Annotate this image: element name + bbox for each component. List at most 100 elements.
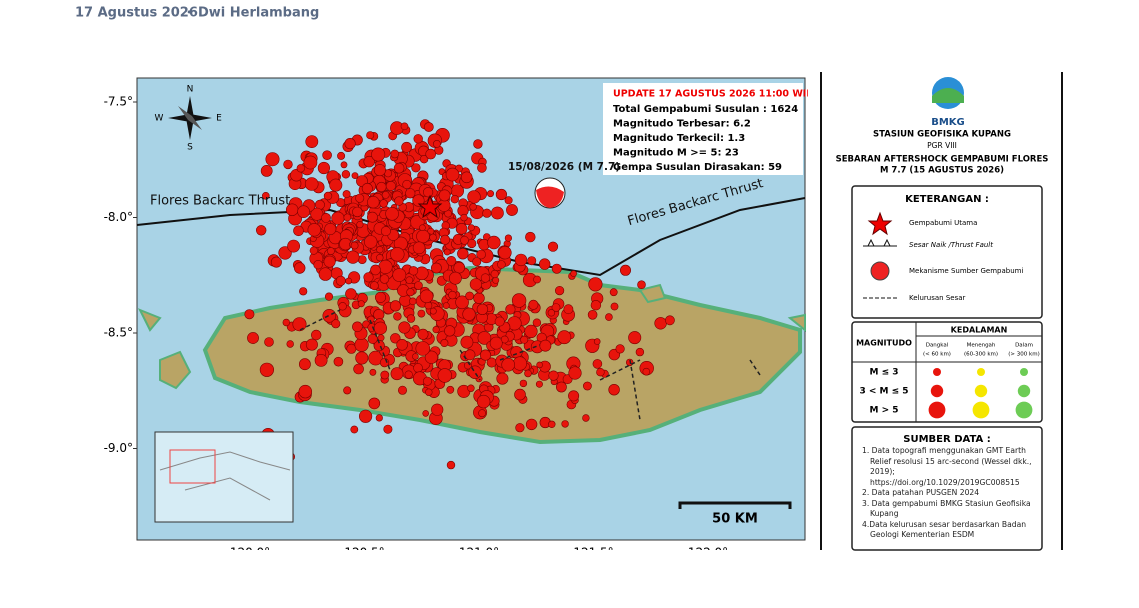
depth-range: (> 300 km) xyxy=(1008,352,1039,358)
lat-label: -9.0° xyxy=(104,441,133,455)
aftershock xyxy=(547,241,559,252)
aftershock xyxy=(525,231,536,243)
small-islands xyxy=(137,283,806,390)
aftershock xyxy=(314,353,328,367)
aftershock xyxy=(369,281,379,291)
aftershock xyxy=(423,122,434,132)
aftershock xyxy=(413,134,423,144)
aftershock xyxy=(609,288,618,297)
aftershock xyxy=(419,289,434,304)
aftershock xyxy=(430,262,442,274)
sources-list: 1. Data topografi menggunakan GMT Earth … xyxy=(862,446,1040,541)
lat-label: -8.0° xyxy=(104,210,133,224)
beachball-fill xyxy=(536,186,564,208)
aftershock xyxy=(356,221,364,229)
aftershock xyxy=(412,241,426,255)
aftershock xyxy=(337,151,346,160)
aftershock xyxy=(363,272,374,283)
aftershock xyxy=(383,424,393,434)
aftershock xyxy=(635,347,645,357)
aftershock xyxy=(321,212,331,223)
mag-symbol xyxy=(1020,368,1028,376)
aftershock xyxy=(556,381,567,393)
aftershock xyxy=(286,340,294,348)
aftershock xyxy=(406,288,415,297)
aftershock xyxy=(298,384,312,399)
inset-extent xyxy=(169,449,216,484)
update-title: UPDATE 17 AGUSTUS 2026 11:00 WIB xyxy=(613,89,814,100)
update-line: Gempa Susulan Dirasakan: 59 xyxy=(613,162,782,173)
aftershock xyxy=(368,397,381,410)
aftershock xyxy=(501,357,516,372)
aftershock xyxy=(393,312,402,321)
aftershock xyxy=(444,325,456,337)
aftershock xyxy=(303,155,318,170)
aftershock xyxy=(477,331,492,345)
aftershock xyxy=(472,257,482,267)
aftershock xyxy=(309,246,318,255)
aftershock xyxy=(419,224,426,231)
aftershock xyxy=(355,193,365,203)
mainshock-label: 15/08/2026 (M 7.7) xyxy=(508,161,620,173)
aftershock xyxy=(417,328,429,340)
aftershock xyxy=(528,299,539,310)
aftershock xyxy=(322,308,337,323)
aftershock xyxy=(313,260,323,270)
aftershock xyxy=(366,211,378,223)
aftershock xyxy=(261,192,270,200)
info-panel: BMKG STASIUN GEOFISIKA KUPANG PGR VIII S… xyxy=(820,72,1063,551)
aftershock xyxy=(413,363,423,373)
compass-label: W xyxy=(155,114,164,124)
compass-label: S xyxy=(187,143,193,153)
aftershock xyxy=(265,152,280,167)
aftershock xyxy=(416,229,430,244)
aftershock xyxy=(476,303,489,315)
aftershock xyxy=(370,264,381,276)
aftershock xyxy=(424,350,439,364)
aftershock xyxy=(361,183,373,195)
aftershock xyxy=(425,388,433,396)
mag-row: 3 < M ≤ 5 xyxy=(859,387,908,397)
aftershock xyxy=(355,351,369,365)
post-author[interactable]: Dwi Herlambang xyxy=(198,6,319,21)
aftershock xyxy=(446,460,456,470)
aftershock xyxy=(455,223,468,235)
aftershock xyxy=(467,190,481,204)
aftershock xyxy=(524,324,538,339)
aftershock xyxy=(340,161,348,169)
aftershock xyxy=(453,261,466,274)
lat-label: -8.5° xyxy=(104,326,133,340)
aftershock xyxy=(489,336,503,350)
mag-symbol xyxy=(933,368,941,376)
aftershock xyxy=(596,368,605,377)
aftershock xyxy=(353,363,364,375)
aftershock xyxy=(385,207,399,221)
lon-label: 121.0° xyxy=(459,546,499,560)
aftershock xyxy=(512,356,528,371)
aftershock xyxy=(506,204,518,216)
aftershock xyxy=(350,425,359,434)
aftershock xyxy=(492,276,500,284)
mag-symbol xyxy=(1017,384,1031,398)
aftershock xyxy=(480,273,491,283)
aftershock xyxy=(476,394,491,409)
aftershock xyxy=(376,254,384,262)
aftershock xyxy=(374,291,386,303)
compass-label: E xyxy=(216,114,222,124)
update-line: Magnitudo Terkecil: 1.3 xyxy=(613,133,745,144)
aftershock xyxy=(465,291,474,301)
aftershock xyxy=(343,213,352,222)
scale-label: 50 KM xyxy=(712,512,758,527)
aftershock xyxy=(520,335,529,344)
aftershock xyxy=(442,302,450,309)
aftershock xyxy=(548,370,559,381)
mag-symbol xyxy=(930,384,944,398)
aftershock xyxy=(393,162,405,174)
aftershock xyxy=(350,241,359,250)
aftershock xyxy=(392,268,407,282)
station: STASIUN GEOFISIKA KUPANG xyxy=(873,130,1011,140)
aftershock xyxy=(260,164,273,177)
aftershock xyxy=(467,224,475,232)
agency: BMKG xyxy=(931,117,965,128)
aftershock xyxy=(331,211,345,225)
